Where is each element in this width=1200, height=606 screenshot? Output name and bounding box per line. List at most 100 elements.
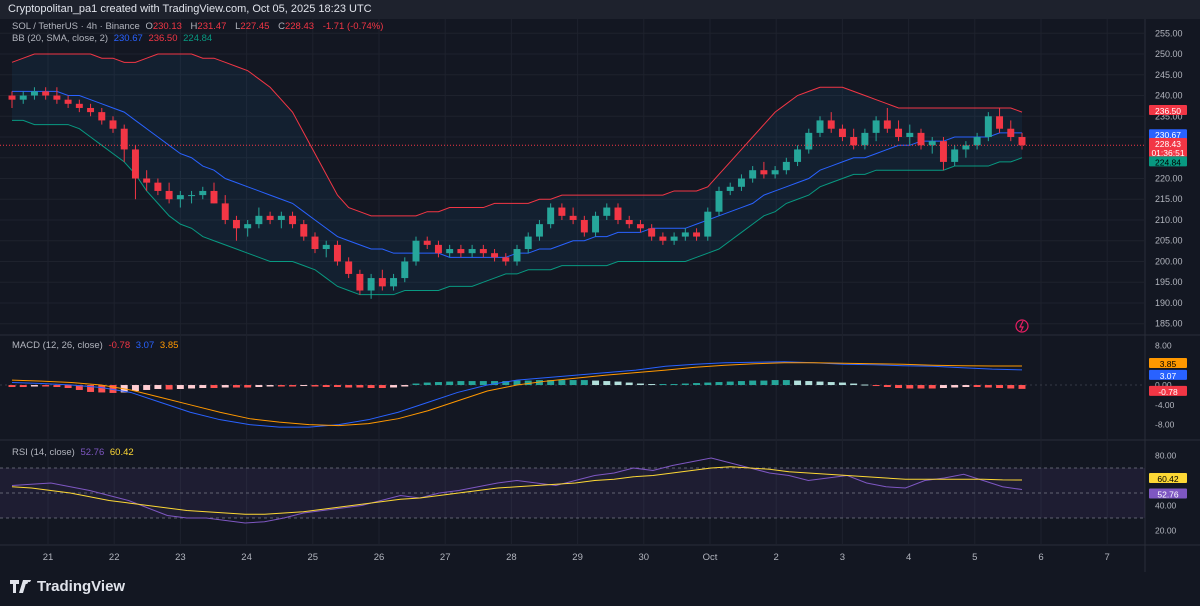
bb-upper-value: 236.50: [148, 33, 178, 44]
candle-body: [569, 215, 577, 220]
candle: [592, 211, 600, 237]
macd-hist-bar: [244, 385, 252, 388]
price-tag-close-text: 228.43: [1155, 139, 1181, 149]
macd-hist-bar: [221, 385, 229, 388]
price-tag-close-bg: [1149, 138, 1187, 158]
macd-axis-label: 0.00: [1155, 380, 1172, 390]
candle-body: [513, 249, 521, 262]
candle-body: [693, 232, 701, 237]
candle: [300, 219, 308, 241]
candle-body: [906, 132, 914, 138]
macd-hist-bar: [131, 385, 139, 391]
candle-body: [771, 170, 779, 175]
candle-body: [232, 219, 240, 229]
rsi-tag-rsi: 52.76: [1149, 488, 1187, 500]
candle: [378, 269, 386, 291]
candle: [42, 87, 50, 100]
candle-body: [996, 116, 1004, 129]
macd-hist-bar: [850, 383, 858, 386]
candle-body: [535, 224, 543, 237]
candle: [737, 174, 745, 191]
macd-hist-bar: [704, 382, 712, 386]
time-axis-label: 21: [43, 552, 54, 563]
alert-bolt-icon: [1015, 319, 1029, 333]
candle: [345, 257, 353, 279]
price-axis-label: 255.00: [1155, 28, 1183, 38]
macd-hist-bar: [984, 385, 992, 388]
tradingview-logo[interactable]: TradingView: [10, 578, 125, 595]
macd-hist-bar: [951, 385, 959, 388]
macd-hist-bar: [838, 382, 846, 386]
candle-body: [861, 132, 869, 146]
candle: [984, 112, 992, 142]
macd-legend: MACD (12, 26, close) -0.78 3.07 3.85: [12, 340, 181, 351]
time-axis-label: 3: [840, 552, 845, 563]
macd-hist-bar: [401, 385, 409, 387]
macd-hist-bar: [558, 380, 566, 386]
candle: [53, 87, 61, 104]
macd-hist-bar: [468, 381, 476, 386]
macd-hist-bar: [715, 382, 723, 386]
macd-hist-bar: [917, 385, 925, 389]
candle: [333, 240, 341, 266]
price-tag-lower-bg: [1149, 156, 1187, 167]
macd-hist-bar: [580, 380, 588, 386]
candle: [883, 107, 891, 133]
macd-tag-signal-bg: [1149, 357, 1187, 368]
bb-fill: [12, 54, 1022, 295]
candle-body: [423, 240, 431, 245]
macd-line: [11, 361, 1023, 428]
rsi-ma-value: 60.42: [109, 447, 134, 458]
candle: [906, 124, 914, 146]
macd-hist-bar: [614, 381, 622, 386]
macd-hist-bar: [42, 385, 50, 387]
candle-body: [580, 219, 588, 233]
candle-body: [176, 195, 184, 200]
time-axis-label: 23: [175, 552, 186, 563]
macd-tag-macd-text: 3.07: [1160, 371, 1177, 381]
candle-body: [726, 186, 734, 191]
time-axis-label: 30: [639, 552, 650, 563]
candle: [962, 141, 970, 158]
candle: [749, 166, 757, 183]
macd-hist-bar: [872, 385, 880, 387]
candle-body: [210, 190, 218, 204]
candle: [928, 137, 936, 154]
candle-body: [165, 190, 173, 200]
macd-hist-bar: [659, 384, 667, 386]
macd-hist-value: -0.78: [108, 340, 131, 351]
bb-basis-value: 230.67: [113, 33, 143, 44]
macd-hist-bar: [1007, 385, 1015, 389]
candle: [221, 195, 229, 225]
macd-hist-bar: [547, 380, 555, 386]
macd-hist-bar: [232, 385, 240, 388]
price-axis-label: 205.00: [1155, 236, 1183, 246]
time-axis-label: 7: [1105, 552, 1110, 563]
candle-body: [390, 278, 398, 287]
candle-body: [322, 244, 330, 250]
candle: [872, 116, 880, 142]
price-tag-lower: 224.84: [1149, 156, 1187, 167]
candle-body: [8, 95, 16, 100]
candle-body: [154, 182, 162, 191]
macd-hist-bar: [805, 381, 813, 386]
candle-body: [143, 178, 151, 183]
ohlc-l: L227.45: [235, 21, 270, 32]
candle: [715, 186, 723, 216]
candle-body: [951, 149, 959, 162]
price-axis-label: 245.00: [1155, 70, 1183, 80]
candle-body: [98, 112, 106, 121]
macd-hist-bar: [749, 380, 757, 386]
macd-hist-bar: [356, 385, 364, 388]
price-axis-label: 235.00: [1155, 111, 1183, 121]
macd-hist-bar: [98, 385, 106, 393]
price-axis-label: 185.00: [1155, 319, 1183, 329]
candle: [390, 273, 398, 291]
macd-hist-bar: [973, 385, 981, 388]
candle: [670, 232, 678, 245]
macd-hist-bar: [906, 385, 914, 389]
candle: [603, 203, 611, 220]
macd-hist-bar: [367, 385, 375, 388]
chart-canvas[interactable]: 21 22 23 24 25 26 27 28 29 30 Oct 2 3 4 5 6 7255.00250.0…: [0, 19, 1200, 572]
macd-hist-bar: [726, 381, 734, 386]
